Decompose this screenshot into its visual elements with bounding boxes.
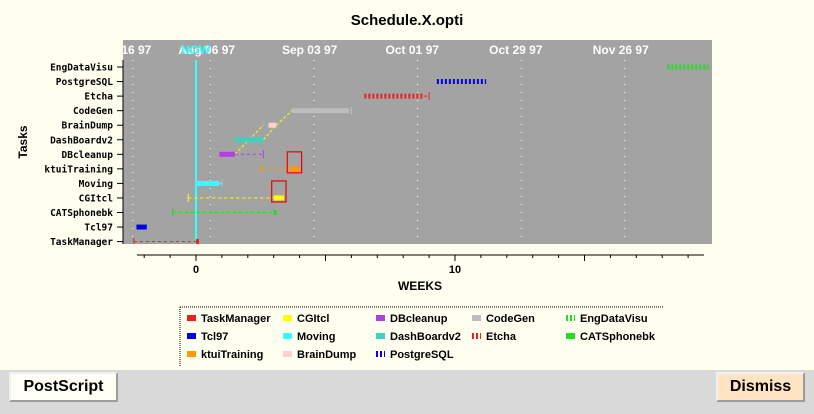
task-bar [289,166,300,172]
legend-label: ktuiTraining [201,349,263,361]
legend-label: DashBoardv2 [390,331,461,343]
legend-label: DBcleanup [390,313,448,325]
date-label: Sep 03 97 [282,43,338,57]
date-label: Jul 16 97 [101,43,152,57]
legend-label: CGItcl [297,313,329,325]
postscript-button[interactable]: PostScript [9,372,118,402]
task-highlight-box [271,180,287,203]
x-tick-label: 0 [193,264,199,276]
legend-swatch [566,333,575,339]
date-label: Oct 29 97 [489,43,543,57]
legend-swatch [187,333,196,339]
task-highlight-box [286,151,303,174]
x-axis-title: WEEKS [398,279,442,293]
legend-swatch [472,315,481,321]
task-bar [273,210,277,215]
task-bar [234,137,264,143]
legend-swatch [187,315,196,321]
legend-swatch [376,333,385,339]
legend-label: Etcha [486,331,517,343]
task-label: EngDataVisu [50,63,113,74]
task-label: ktuiTraining [44,164,113,175]
task-label: CATSphonebk [50,208,113,219]
task-bar [291,108,349,114]
task-bar [268,122,277,128]
date-label: Aug 06 97 [178,43,235,57]
legend-label: PostgreSQL [390,349,454,361]
task-bar [136,224,147,230]
legend-swatch [283,333,292,339]
legend-swatch [283,315,292,321]
legend-label: CATSphonebk [580,331,656,343]
legend-label: Tcl97 [201,331,228,343]
legend-label: Moving [297,331,336,343]
task-label: TaskManager [50,237,113,248]
legend-label: CodeGen [486,313,535,325]
dependency-link [275,110,293,126]
chart-title: Schedule.X.opti [350,12,464,29]
gantt-chart: Jul 16 97 Aug 06 97 Sep 03 97 Oct 01 97 Oct … [16,40,712,367]
plot-area [123,40,712,244]
dismiss-button[interactable]: Dismiss [716,372,805,402]
legend-box [180,307,664,367]
task-label: CodeGen [73,106,113,117]
task-bar [273,195,285,201]
task-label: DashBoardv2 [50,135,113,146]
now-label: NOW [181,43,211,57]
legend-label: EngDataVisu [580,313,648,325]
legend-swatch [376,315,385,321]
task-bar [219,151,235,157]
date-label: Nov 26 97 [593,43,649,57]
y-axis-title: Tasks [16,125,30,158]
date-label: Oct 01 97 [386,43,440,57]
task-bar [196,239,199,244]
legend-swatch [283,351,292,357]
task-label: Moving [79,179,114,190]
legend-label: BrainDump [297,349,357,361]
task-label: DBcleanup [62,150,114,161]
task-label: Tcl97 [84,223,113,234]
task-bar [196,180,220,186]
task-label: CGItcl [79,193,114,204]
x-tick-label: 10 [449,264,461,276]
legend-label: TaskManager [201,313,271,325]
legend-swatch [187,351,196,357]
task-label: BrainDump [62,121,114,132]
task-label: Etcha [84,92,113,103]
task-label: PostgreSQL [56,77,113,88]
plot-content: Jul 16 97 Aug 06 97 Sep 03 97 Oct 01 97 Oct … [101,43,709,244]
